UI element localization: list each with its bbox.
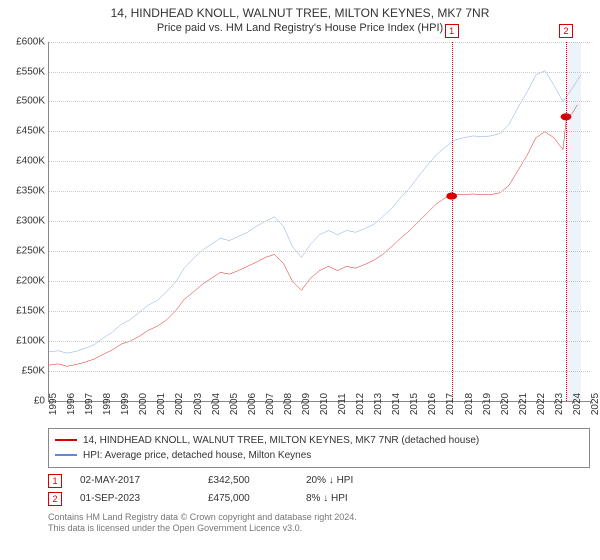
y-axis-label: £200K [16, 275, 49, 286]
sale-marker-line [566, 42, 567, 401]
sale-row: 1 02-MAY-2017 £342,500 20% ↓ HPI [48, 472, 590, 490]
legend-row: HPI: Average price, detached house, Milt… [55, 448, 583, 463]
gridline [49, 131, 590, 132]
gridline [49, 161, 590, 162]
x-axis-label: 2023 [554, 392, 565, 414]
footer-line-2: This data is licensed under the Open Gov… [48, 523, 590, 535]
chart-container: 14, HINDHEAD KNOLL, WALNUT TREE, MILTON … [0, 0, 600, 560]
chart-subtitle: Price paid vs. HM Land Registry's House … [0, 22, 600, 38]
x-axis-label: 1998 [102, 392, 113, 414]
footer-line-1: Contains HM Land Registry data © Crown c… [48, 512, 590, 524]
x-axis-label: 2024 [572, 392, 583, 414]
y-axis-label: £350K [16, 186, 49, 197]
gridline [49, 281, 590, 282]
x-axis-label: 2003 [193, 392, 204, 414]
sale-pct-vs-hpi: 8% ↓ HPI [306, 493, 406, 504]
x-axis-label: 2001 [156, 392, 167, 414]
gridline [49, 42, 590, 43]
chart-area: £0£50K£100K£150K£200K£250K£300K£350K£400… [48, 42, 590, 424]
y-axis-label: £400K [16, 156, 49, 167]
legend-label: 14, HINDHEAD KNOLL, WALNUT TREE, MILTON … [83, 433, 479, 448]
footer-attribution: Contains HM Land Registry data © Crown c… [48, 512, 590, 535]
sale-badge: 1 [48, 474, 62, 488]
plot-region: £0£50K£100K£150K£200K£250K£300K£350K£400… [48, 42, 590, 402]
y-axis-label: £150K [16, 305, 49, 316]
x-axis-label: 2025 [590, 392, 600, 414]
gridline [49, 72, 590, 73]
x-axis-label: 2000 [138, 392, 149, 414]
x-axis-label: 2009 [301, 392, 312, 414]
gridline [49, 251, 590, 252]
sale-date: 02-MAY-2017 [80, 475, 190, 486]
x-axis-label: 2018 [464, 392, 475, 414]
x-axis-label: 2020 [500, 392, 511, 414]
sale-marker-badge: 1 [445, 24, 459, 38]
x-axis-label: 2015 [409, 392, 420, 414]
sale-badge: 2 [48, 492, 62, 506]
shaded-region [566, 42, 581, 401]
x-axis-label: 2019 [482, 392, 493, 414]
gridline [49, 311, 590, 312]
x-axis-label: 2021 [518, 392, 529, 414]
legend-label: HPI: Average price, detached house, Milt… [83, 448, 311, 463]
x-axis-label: 2017 [445, 392, 456, 414]
sale-pct-vs-hpi: 20% ↓ HPI [306, 475, 406, 486]
x-axis-label: 1997 [84, 392, 95, 414]
x-axis-label: 2011 [337, 393, 348, 415]
legend-box: 14, HINDHEAD KNOLL, WALNUT TREE, MILTON … [48, 428, 590, 468]
sale-marker-badge: 2 [559, 24, 573, 38]
sale-marker-line [452, 42, 453, 401]
y-axis-label: £450K [16, 126, 49, 137]
x-axis-label: 2016 [427, 392, 438, 414]
gridline [49, 101, 590, 102]
gridline [49, 371, 590, 372]
x-axis-label: 1996 [66, 392, 77, 414]
sale-row: 2 01-SEP-2023 £475,000 8% ↓ HPI [48, 490, 590, 508]
chart-title: 14, HINDHEAD KNOLL, WALNUT TREE, MILTON … [0, 0, 600, 22]
x-axis-label: 2006 [247, 392, 258, 414]
x-axis-label: 1995 [48, 392, 59, 414]
y-axis-label: £50K [22, 365, 49, 376]
y-axis-label: £500K [16, 96, 49, 107]
x-axis-label: 2002 [174, 392, 185, 414]
legend-swatch [55, 439, 77, 441]
sales-table: 1 02-MAY-2017 £342,500 20% ↓ HPI 2 01-SEP-202… [48, 472, 590, 508]
x-axis-label: 2014 [391, 392, 402, 414]
x-axis-label: 2012 [355, 392, 366, 414]
x-axis-label: 2010 [319, 392, 330, 414]
gridline [49, 221, 590, 222]
y-axis-label: £250K [16, 246, 49, 257]
sale-price: £475,000 [208, 493, 288, 504]
y-axis-label: £550K [16, 66, 49, 77]
x-axis-label: 2007 [265, 392, 276, 414]
y-axis-label: £600K [16, 36, 49, 47]
x-axis-label: 1999 [120, 392, 131, 414]
x-axis-label: 2008 [283, 392, 294, 414]
legend-swatch [55, 454, 77, 456]
sale-date: 01-SEP-2023 [80, 493, 190, 504]
y-axis-label: £100K [16, 335, 49, 346]
y-axis-label: £300K [16, 216, 49, 227]
x-axis-label: 2005 [229, 392, 240, 414]
gridline [49, 191, 590, 192]
gridline [49, 341, 590, 342]
y-axis-label: £0 [34, 395, 49, 406]
x-axis-label: 2022 [536, 392, 547, 414]
legend-row: 14, HINDHEAD KNOLL, WALNUT TREE, MILTON … [55, 433, 583, 448]
sale-price: £342,500 [208, 475, 288, 486]
x-axis-label: 2004 [211, 392, 222, 414]
x-axis-label: 2013 [373, 392, 384, 414]
series-line [49, 104, 577, 365]
